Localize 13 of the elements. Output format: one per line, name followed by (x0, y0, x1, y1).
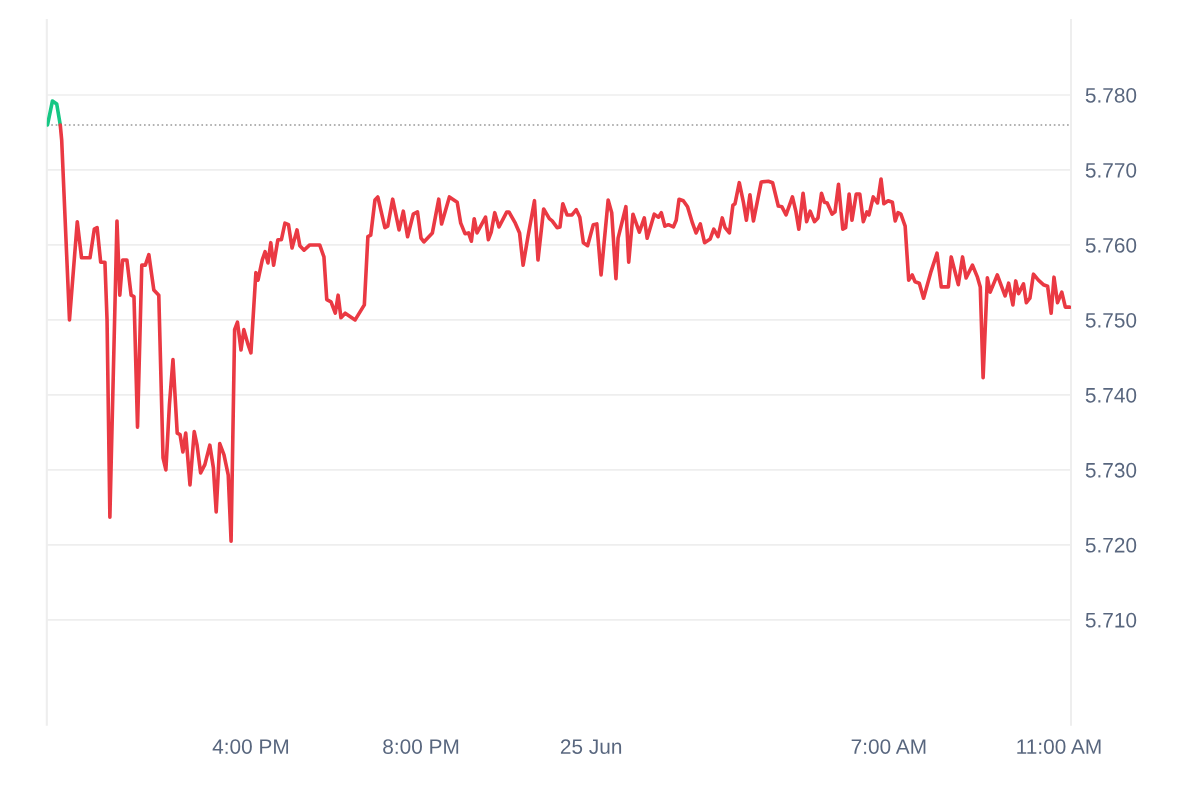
x-tick-label: 11:00 AM (1017, 739, 1101, 754)
y-tick-label: 5.740 (1085, 387, 1137, 403)
y-tick-label: 5.750 (1085, 312, 1137, 328)
y-tick-label: 5.760 (1085, 237, 1137, 253)
y-tick-label: 5.720 (1085, 537, 1137, 553)
x-tick-label: 8:00 PM (383, 739, 459, 754)
x-tick-label: 25 Jun (560, 739, 622, 754)
y-tick-label: 5.730 (1085, 462, 1137, 478)
y-tick-label: 5.770 (1085, 162, 1137, 178)
y-tick-label: 5.780 (1085, 87, 1137, 103)
x-tick-label: 7:00 AM (851, 739, 926, 754)
x-tick-label: 4:00 PM (212, 739, 289, 754)
y-tick-label: 5.710 (1085, 612, 1137, 628)
